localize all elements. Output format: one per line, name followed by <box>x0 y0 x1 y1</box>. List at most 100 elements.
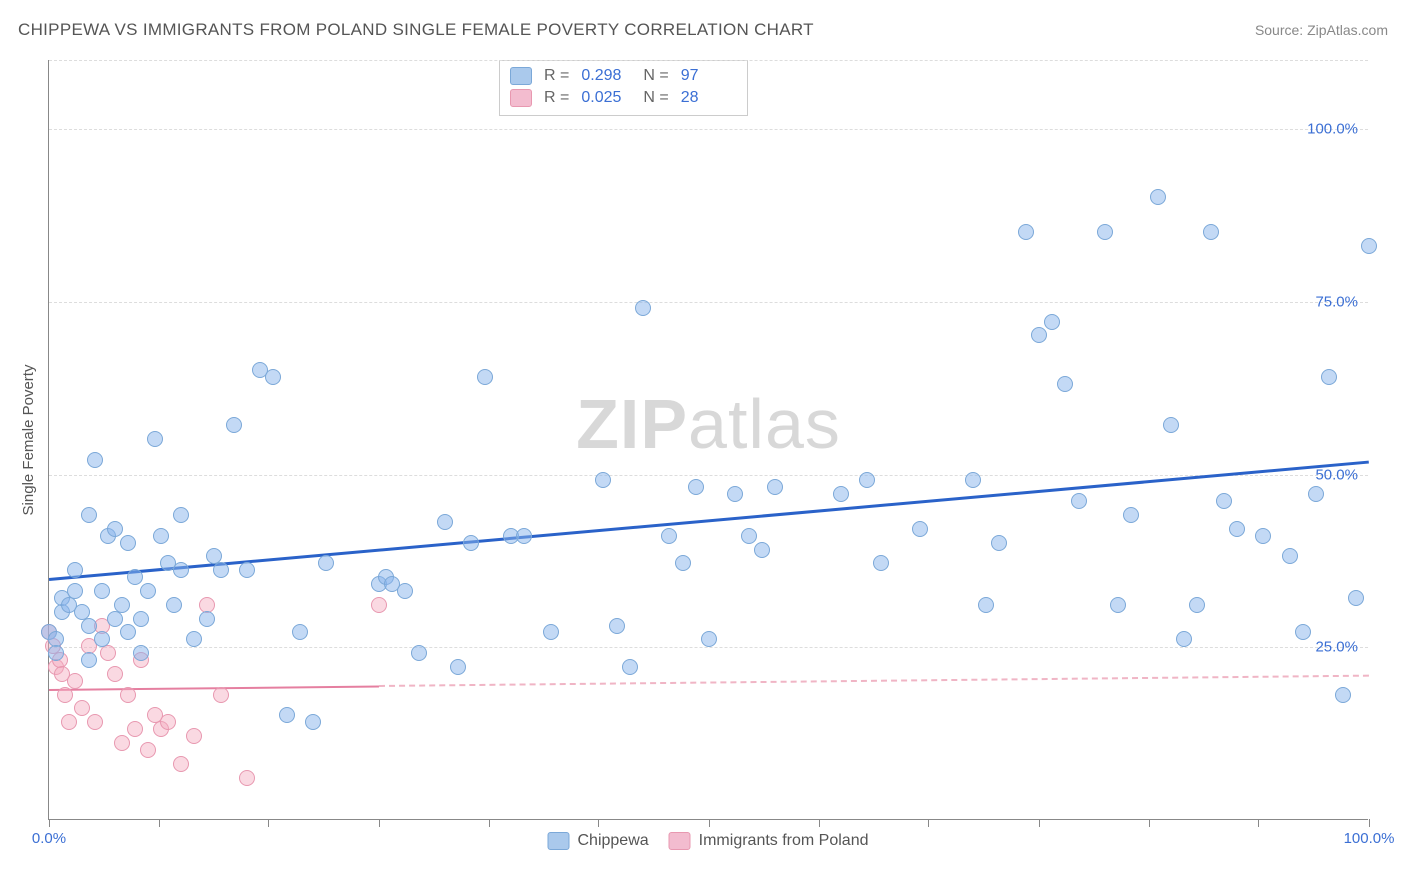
data-point <box>186 728 202 744</box>
data-point <box>239 562 255 578</box>
data-point <box>94 583 110 599</box>
source-attribution: Source: ZipAtlas.com <box>1255 22 1388 38</box>
data-point <box>199 611 215 627</box>
gridline <box>49 475 1368 476</box>
swatch-pink-icon <box>510 89 532 107</box>
x-tick <box>819 819 820 827</box>
plot-surface: ZIPatlas R = 0.298 N = 97 R = 0.025 N = … <box>48 60 1368 820</box>
data-point <box>437 514 453 530</box>
trend-line <box>379 675 1369 687</box>
data-point <box>688 479 704 495</box>
data-point <box>411 645 427 661</box>
y-tick-label: 25.0% <box>1315 639 1358 656</box>
y-tick-label: 100.0% <box>1307 121 1358 138</box>
x-tick <box>49 819 50 827</box>
data-point <box>305 714 321 730</box>
data-point <box>81 507 97 523</box>
data-point <box>1163 417 1179 433</box>
data-point <box>767 479 783 495</box>
gridline <box>49 129 1368 130</box>
data-point <box>186 631 202 647</box>
chart-plot-area: ZIPatlas R = 0.298 N = 97 R = 0.025 N = … <box>48 60 1368 820</box>
data-point <box>166 597 182 613</box>
data-point <box>741 528 757 544</box>
data-point <box>140 742 156 758</box>
x-tick <box>598 819 599 827</box>
data-point <box>1348 590 1364 606</box>
data-point <box>833 486 849 502</box>
data-point <box>965 472 981 488</box>
data-point <box>107 666 123 682</box>
data-point <box>1189 597 1205 613</box>
swatch-blue-icon <box>548 832 570 850</box>
data-point <box>87 452 103 468</box>
data-point <box>100 645 116 661</box>
data-point <box>147 431 163 447</box>
data-point <box>292 624 308 640</box>
data-point <box>120 687 136 703</box>
data-point <box>133 611 149 627</box>
x-tick <box>268 819 269 827</box>
data-point <box>622 659 638 675</box>
data-point <box>153 528 169 544</box>
data-point <box>1071 493 1087 509</box>
x-tick <box>379 819 380 827</box>
stats-legend-box: R = 0.298 N = 97 R = 0.025 N = 28 <box>499 60 748 116</box>
data-point <box>239 770 255 786</box>
data-point <box>279 707 295 723</box>
data-point <box>107 611 123 627</box>
data-point <box>67 562 83 578</box>
data-point <box>397 583 413 599</box>
x-tick <box>1369 819 1370 827</box>
data-point <box>1321 369 1337 385</box>
data-point <box>1018 224 1034 240</box>
data-point <box>173 562 189 578</box>
y-axis-label: Single Female Poverty <box>20 365 37 516</box>
data-point <box>173 756 189 772</box>
data-point <box>67 673 83 689</box>
data-point <box>1335 687 1351 703</box>
x-tick <box>1258 819 1259 827</box>
data-point <box>1031 327 1047 343</box>
data-point <box>1203 224 1219 240</box>
stats-row-pink: R = 0.025 N = 28 <box>510 87 731 109</box>
x-tick-label: 100.0% <box>1344 830 1395 847</box>
data-point <box>675 555 691 571</box>
data-point <box>1150 189 1166 205</box>
data-point <box>127 569 143 585</box>
data-point <box>173 507 189 523</box>
data-point <box>1308 486 1324 502</box>
data-point <box>371 597 387 613</box>
data-point <box>1229 521 1245 537</box>
swatch-pink-icon <box>669 832 691 850</box>
x-tick <box>489 819 490 827</box>
data-point <box>226 417 242 433</box>
data-point <box>160 714 176 730</box>
data-point <box>991 535 1007 551</box>
data-point <box>978 597 994 613</box>
data-point <box>754 542 770 558</box>
x-tick <box>159 819 160 827</box>
data-point <box>57 687 73 703</box>
data-point <box>1295 624 1311 640</box>
data-point <box>48 645 64 661</box>
x-tick <box>928 819 929 827</box>
data-point <box>81 652 97 668</box>
data-point <box>81 618 97 634</box>
data-point <box>1044 314 1060 330</box>
data-point <box>873 555 889 571</box>
data-point <box>318 555 334 571</box>
data-point <box>94 631 110 647</box>
data-point <box>912 521 928 537</box>
x-tick <box>1039 819 1040 827</box>
data-point <box>127 721 143 737</box>
data-point <box>114 597 130 613</box>
data-point <box>67 583 83 599</box>
stats-row-blue: R = 0.298 N = 97 <box>510 65 731 87</box>
gridline <box>49 647 1368 648</box>
data-point <box>114 735 130 751</box>
data-point <box>595 472 611 488</box>
data-point <box>107 521 123 537</box>
legend-item-chippewa: Chippewa <box>548 832 649 850</box>
data-point <box>661 528 677 544</box>
